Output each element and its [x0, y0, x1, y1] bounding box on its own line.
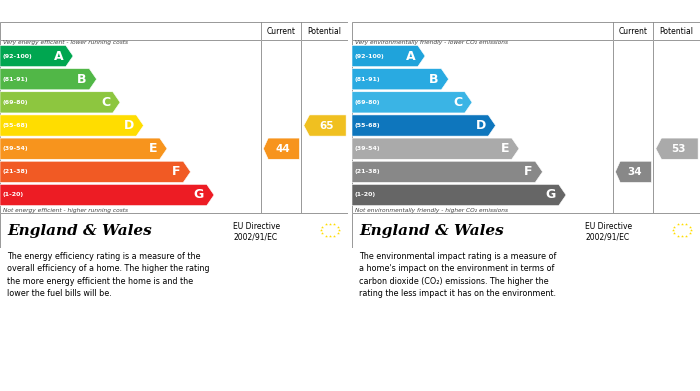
- Text: England & Wales: England & Wales: [7, 224, 152, 237]
- Text: Not energy efficient - higher running costs: Not energy efficient - higher running co…: [3, 208, 127, 212]
- Text: E: E: [148, 142, 157, 155]
- Text: Environmental Impact (CO₂) Rating: Environmental Impact (CO₂) Rating: [359, 6, 578, 16]
- Text: (92-100): (92-100): [355, 54, 384, 59]
- Polygon shape: [304, 115, 346, 136]
- Text: England & Wales: England & Wales: [359, 224, 504, 237]
- Polygon shape: [615, 161, 652, 183]
- Text: 44: 44: [276, 143, 290, 154]
- Polygon shape: [0, 115, 144, 136]
- Text: D: D: [123, 119, 134, 132]
- Text: A: A: [405, 50, 415, 63]
- Text: Very environmentally friendly - lower CO₂ emissions: Very environmentally friendly - lower CO…: [355, 41, 507, 45]
- Polygon shape: [352, 68, 449, 90]
- Text: The energy efficiency rating is a measure of the
overall efficiency of a home. T: The energy efficiency rating is a measur…: [7, 251, 209, 298]
- Text: (21-38): (21-38): [355, 169, 380, 174]
- Text: The environmental impact rating is a measure of
a home's impact on the environme: The environmental impact rating is a mea…: [359, 251, 556, 298]
- Text: Very energy efficient - lower running costs: Very energy efficient - lower running co…: [3, 41, 127, 45]
- Text: (21-38): (21-38): [3, 169, 28, 174]
- Polygon shape: [0, 92, 120, 113]
- Text: (69-80): (69-80): [3, 100, 28, 105]
- Text: (1-20): (1-20): [3, 192, 24, 197]
- Text: C: C: [101, 96, 110, 109]
- Text: EU Directive
2002/91/EC: EU Directive 2002/91/EC: [233, 222, 280, 241]
- Polygon shape: [352, 115, 496, 136]
- Text: Energy Efficiency Rating: Energy Efficiency Rating: [7, 6, 160, 16]
- Text: Current: Current: [267, 27, 295, 36]
- Polygon shape: [352, 161, 542, 183]
- Text: 34: 34: [628, 167, 643, 177]
- Polygon shape: [656, 138, 698, 159]
- Polygon shape: [352, 138, 519, 159]
- Polygon shape: [352, 185, 566, 206]
- Text: (39-54): (39-54): [3, 146, 28, 151]
- Text: (39-54): (39-54): [355, 146, 380, 151]
- Text: (55-68): (55-68): [355, 123, 380, 128]
- Text: (81-91): (81-91): [355, 77, 380, 82]
- Polygon shape: [352, 92, 472, 113]
- Text: Not environmentally friendly - higher CO₂ emissions: Not environmentally friendly - higher CO…: [355, 208, 507, 212]
- Text: Potential: Potential: [659, 27, 694, 36]
- Polygon shape: [0, 185, 214, 206]
- Text: E: E: [500, 142, 509, 155]
- Text: 65: 65: [320, 120, 334, 131]
- Text: B: B: [429, 73, 439, 86]
- Polygon shape: [263, 138, 300, 159]
- Text: (92-100): (92-100): [3, 54, 32, 59]
- Text: F: F: [524, 165, 533, 178]
- Text: D: D: [475, 119, 486, 132]
- Text: F: F: [172, 165, 181, 178]
- Text: Current: Current: [619, 27, 648, 36]
- Polygon shape: [0, 138, 167, 159]
- Text: G: G: [546, 188, 556, 201]
- Text: 53: 53: [671, 143, 686, 154]
- Text: B: B: [77, 73, 87, 86]
- Polygon shape: [352, 45, 425, 66]
- Text: C: C: [453, 96, 462, 109]
- Text: (81-91): (81-91): [3, 77, 28, 82]
- Polygon shape: [0, 68, 97, 90]
- Text: (69-80): (69-80): [355, 100, 380, 105]
- Polygon shape: [0, 161, 190, 183]
- Text: A: A: [53, 50, 63, 63]
- Text: (1-20): (1-20): [355, 192, 376, 197]
- Text: Potential: Potential: [307, 27, 342, 36]
- Text: EU Directive
2002/91/EC: EU Directive 2002/91/EC: [585, 222, 632, 241]
- Text: (55-68): (55-68): [3, 123, 28, 128]
- Text: G: G: [194, 188, 204, 201]
- Polygon shape: [0, 45, 73, 66]
